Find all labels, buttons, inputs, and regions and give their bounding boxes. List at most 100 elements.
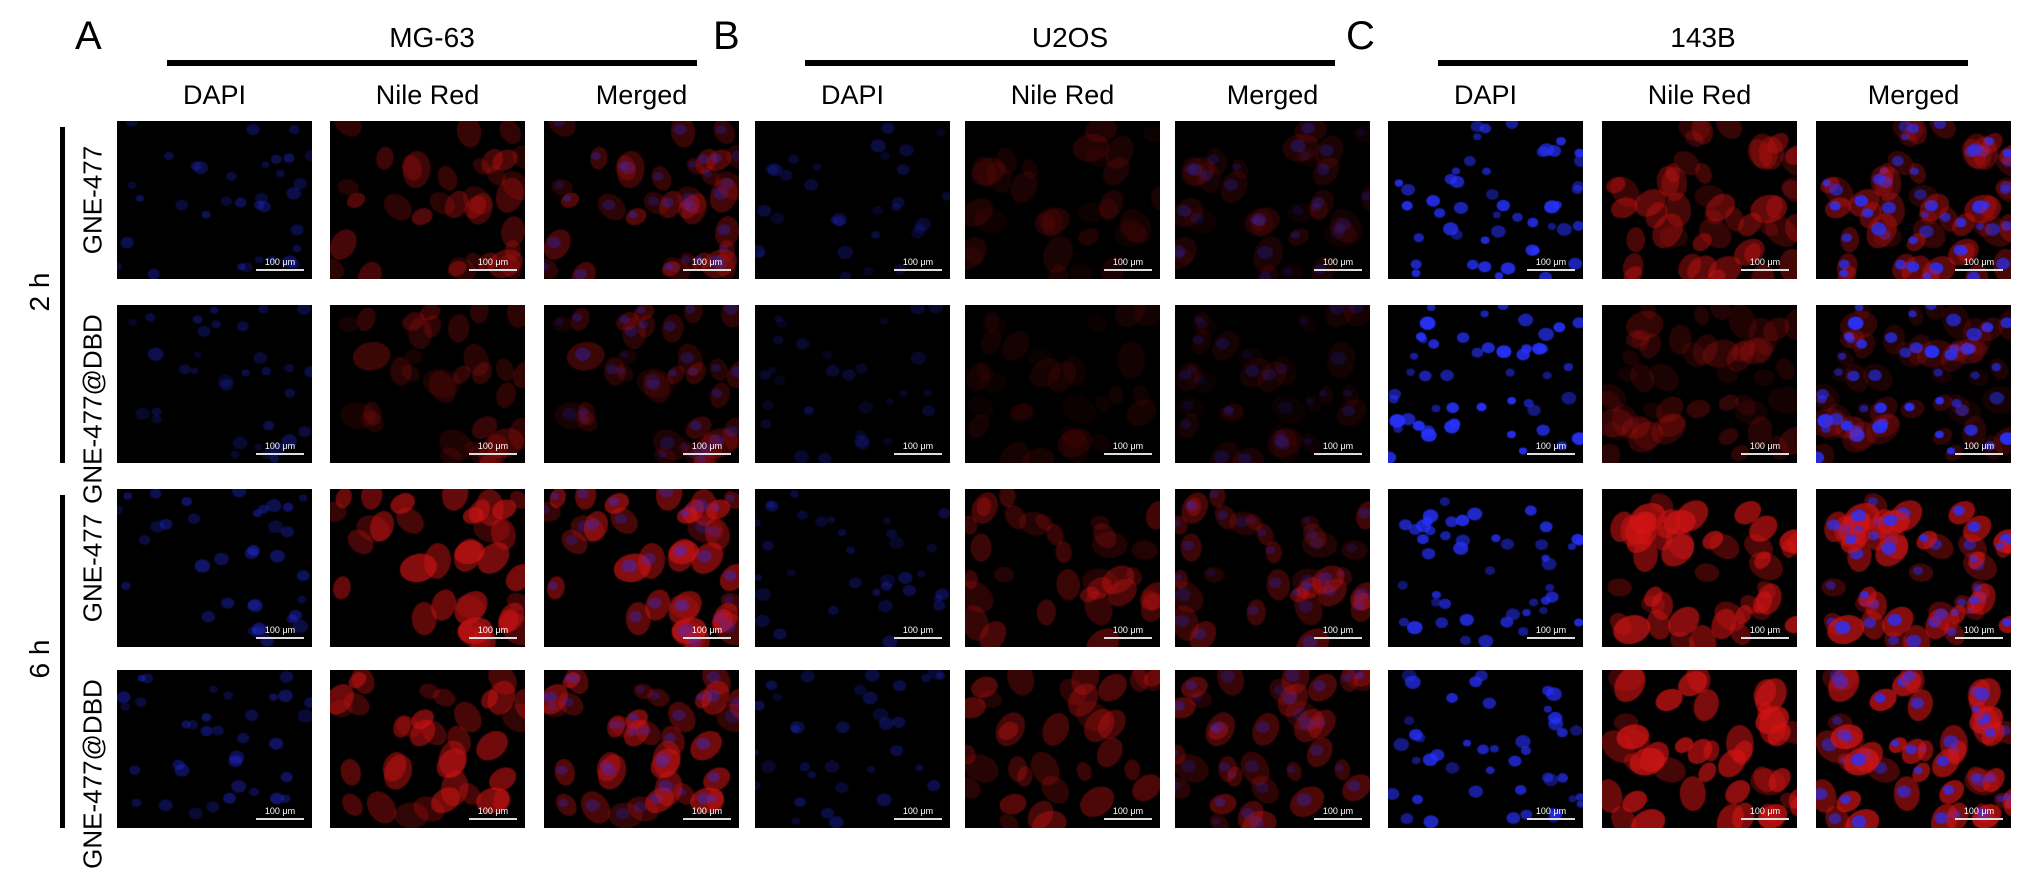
micrograph-panel: 100 μm [117, 489, 312, 647]
scale-bar: 100 μm [1104, 441, 1152, 455]
scale-bar: 100 μm [683, 441, 731, 455]
scale-bar-line [256, 818, 304, 820]
micrograph-image [544, 121, 739, 279]
scale-bar-label: 100 μm [902, 625, 934, 635]
scale-bar-label: 100 μm [1112, 806, 1144, 816]
scale-bar-label: 100 μm [477, 257, 509, 267]
scale-bar-line [1104, 818, 1152, 820]
micrograph-image [1816, 121, 2011, 279]
scale-bar-line [1741, 637, 1789, 639]
time-label: 2 h [24, 272, 55, 312]
micrograph-panel: 100 μm [1602, 670, 1797, 828]
scale-bar-label: 100 μm [477, 625, 509, 635]
scale-bar: 100 μm [1104, 625, 1152, 639]
channel-label: Merged [1226, 80, 1319, 110]
micrograph-panel: 100 μm [117, 305, 312, 463]
scale-bar-label: 100 μm [1322, 441, 1354, 451]
scale-bar-label: 100 μm [1112, 625, 1144, 635]
scale-bar-label: 100 μm [902, 257, 934, 267]
scale-bar: 100 μm [1314, 441, 1362, 455]
micrograph-panel: 100 μm [755, 121, 950, 279]
panel-letter: B [713, 14, 740, 58]
scale-bar: 100 μm [1527, 806, 1575, 820]
micrograph-image [117, 489, 312, 647]
micrograph-image [544, 305, 739, 463]
scale-bar-label: 100 μm [477, 806, 509, 816]
scale-bar-label: 100 μm [691, 257, 723, 267]
micrograph-image [965, 121, 1160, 279]
scale-bar: 100 μm [1955, 257, 2003, 271]
panel-letter: A [75, 14, 102, 58]
scale-bar-line [1104, 453, 1152, 455]
scale-bar: 100 μm [894, 806, 942, 820]
scale-bar-label: 100 μm [691, 441, 723, 451]
scale-bar: 100 μm [1527, 257, 1575, 271]
scale-bar: 100 μm [256, 441, 304, 455]
scale-bar: 100 μm [683, 806, 731, 820]
micrograph-panel: 100 μm [1388, 305, 1583, 463]
micrograph-image [1175, 305, 1370, 463]
scale-bar-line [1955, 453, 2003, 455]
scale-bar: 100 μm [1741, 806, 1789, 820]
scale-bar: 100 μm [469, 257, 517, 271]
micrograph-panel: 100 μm [1175, 489, 1370, 647]
micrograph-image [330, 305, 525, 463]
scale-bar: 100 μm [469, 441, 517, 455]
scale-bar-line [1527, 269, 1575, 271]
scale-bar-line [1314, 453, 1362, 455]
scale-bar: 100 μm [894, 257, 942, 271]
micrograph-panel: 100 μm [544, 121, 739, 279]
scale-bar: 100 μm [1527, 625, 1575, 639]
scale-bar-label: 100 μm [1749, 806, 1781, 816]
micrograph-panel: 100 μm [1388, 670, 1583, 828]
micrograph-panel: 100 μm [1602, 305, 1797, 463]
scale-bar-line [1104, 269, 1152, 271]
micrograph-image [1816, 670, 2011, 828]
scale-bar: 100 μm [256, 625, 304, 639]
micrograph-image [1388, 305, 1583, 463]
micrograph-panel: 100 μm [544, 670, 739, 828]
micrograph-image [117, 121, 312, 279]
scale-bar-label: 100 μm [1963, 625, 1995, 635]
micrograph-image [117, 305, 312, 463]
micrograph-panel: 100 μm [330, 121, 525, 279]
scale-bar-label: 100 μm [477, 441, 509, 451]
treatment-label: GNE-477 [77, 513, 108, 623]
cell-line-title: 143B [1670, 22, 1736, 53]
scale-bar: 100 μm [256, 257, 304, 271]
micrograph-panel: 100 μm [330, 670, 525, 828]
scale-bar-label: 100 μm [1322, 806, 1354, 816]
scale-bar-line [1955, 818, 2003, 820]
cell-line-title: U2OS [1031, 22, 1109, 53]
scale-bar-label: 100 μm [264, 625, 296, 635]
scale-bar: 100 μm [894, 625, 942, 639]
scale-bar-line [1314, 637, 1362, 639]
scale-bar-line [469, 818, 517, 820]
micrograph-image [1175, 489, 1370, 647]
scale-bar-line [894, 269, 942, 271]
micrograph-panel: 100 μm [1175, 121, 1370, 279]
scale-bar: 100 μm [1104, 806, 1152, 820]
cell-line-title: MG-63 [389, 22, 475, 53]
scale-bar-label: 100 μm [902, 806, 934, 816]
scale-bar-line [894, 637, 942, 639]
micrograph-panel: 100 μm [117, 670, 312, 828]
micrograph-image [965, 305, 1160, 463]
micrograph-image [755, 489, 950, 647]
scale-bar-line [256, 637, 304, 639]
scale-bar: 100 μm [1527, 441, 1575, 455]
micrograph-panel: 100 μm [330, 305, 525, 463]
scale-bar-label: 100 μm [1322, 625, 1354, 635]
micrograph-image [965, 670, 1160, 828]
micrograph-image [544, 670, 739, 828]
micrograph-panel: 100 μm [1816, 121, 2011, 279]
micrograph-image [1602, 489, 1797, 647]
time-group-bar [60, 127, 65, 463]
micrograph-panel: 100 μm [965, 121, 1160, 279]
scale-bar-label: 100 μm [1535, 257, 1567, 267]
scale-bar: 100 μm [1314, 625, 1362, 639]
micrograph-image [1388, 670, 1583, 828]
micrograph-panel: 100 μm [1816, 670, 2011, 828]
channel-label: Merged [1867, 80, 1960, 110]
scale-bar: 100 μm [1104, 257, 1152, 271]
